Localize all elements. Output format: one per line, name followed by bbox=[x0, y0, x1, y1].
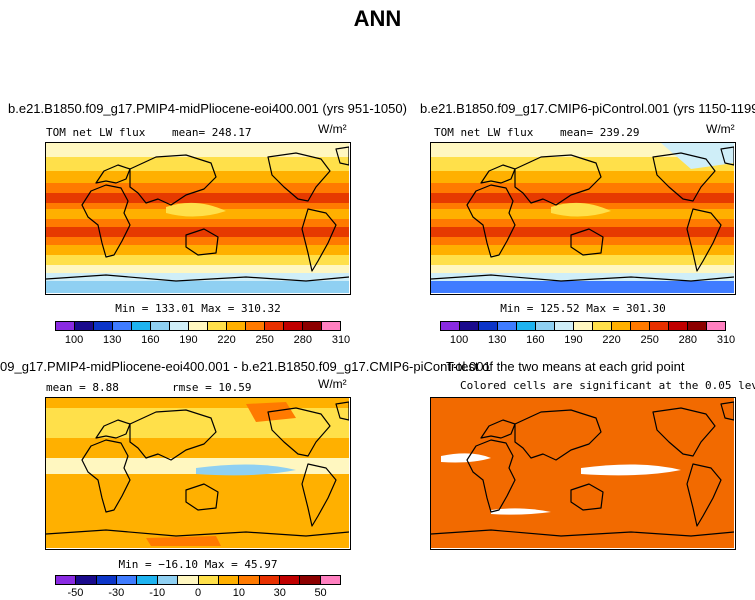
field-band bbox=[431, 157, 734, 171]
colorbar-tick-label: 160 bbox=[526, 334, 545, 346]
panel2-colorbar bbox=[440, 321, 726, 331]
field-band bbox=[431, 273, 734, 281]
colorbar-tick-label: -30 bbox=[108, 587, 125, 599]
colorbar-tick-label: 0 bbox=[194, 587, 202, 599]
colorbar-tick-label: 280 bbox=[293, 334, 313, 346]
panel2-variable: TOM net LW flux bbox=[434, 126, 534, 139]
field-band bbox=[46, 255, 349, 265]
colorbar-tick-label: 190 bbox=[179, 334, 198, 346]
panel4-subtitle: Colored cells are significant at the 0.0… bbox=[460, 379, 755, 392]
panel1-variable: TOM net LW flux bbox=[46, 126, 146, 139]
panel1-field bbox=[46, 143, 349, 293]
field-not-significant bbox=[441, 453, 491, 463]
colorbar-tick-label: 310 bbox=[716, 334, 736, 346]
field-cold-patch bbox=[661, 143, 734, 169]
field-band bbox=[46, 265, 349, 273]
coastlines bbox=[431, 401, 734, 537]
colorbar-tick-label: 250 bbox=[640, 334, 659, 346]
figure-title: ANN bbox=[353, 6, 402, 31]
field-band bbox=[46, 157, 349, 171]
panel2-units: W/m² bbox=[706, 122, 735, 136]
colorbar-tick-label: 280 bbox=[678, 334, 698, 346]
colorbar-tick-label: 160 bbox=[141, 334, 160, 346]
panel2-field bbox=[431, 143, 734, 293]
field-band bbox=[431, 227, 734, 237]
panel3-map bbox=[45, 397, 351, 550]
coastlines bbox=[431, 146, 734, 282]
panel4-field bbox=[431, 398, 734, 548]
panel1-title: b.e21.B1850.f09_g17.PMIP4-midPliocene-eo… bbox=[8, 101, 407, 116]
field-polar-north bbox=[431, 143, 734, 157]
panel4-title: T-test of the two means at each grid poi… bbox=[446, 359, 685, 374]
colorbar-tick-label: -10 bbox=[149, 587, 166, 599]
panel1-colorbar-labels: 100 130 160 190 220 250 280 310 bbox=[55, 334, 350, 348]
field-polar-south bbox=[46, 281, 349, 293]
panel1-colorbar bbox=[55, 321, 341, 331]
panel1-units: W/m² bbox=[318, 122, 347, 136]
colorbar-tick-label: 190 bbox=[564, 334, 583, 346]
field-band bbox=[46, 408, 349, 438]
colorbar-tick-label: 100 bbox=[449, 334, 469, 346]
field-warm-pool bbox=[551, 202, 611, 217]
colorbar-tick-label: 30 bbox=[273, 587, 286, 599]
panel3-rmse: rmse = 10.59 bbox=[172, 381, 252, 394]
panel2-mean: mean= 239.29 bbox=[560, 126, 640, 139]
panel3-colorbar bbox=[55, 575, 341, 585]
panel2-title: b.e21.B1850.f09_g17.CMIP6-piControl.001 … bbox=[420, 101, 755, 116]
field-band bbox=[46, 273, 349, 281]
panel3-mean: mean = 8.88 bbox=[46, 381, 119, 394]
field-polar-south-deep bbox=[431, 281, 734, 293]
panel4-map bbox=[430, 397, 736, 550]
colorbar-tick-label: 130 bbox=[488, 334, 507, 346]
colorbar-tick-label: 220 bbox=[217, 334, 236, 346]
panel3-title: 09_g17.PMIP4-midPliocene-eoi400.001 - b.… bbox=[0, 359, 491, 374]
panel2-map bbox=[430, 142, 736, 295]
field-polar-north bbox=[46, 143, 349, 157]
panel1-map bbox=[45, 142, 351, 295]
colorbar-tick-label: 50 bbox=[314, 587, 327, 599]
panel1-mean: mean= 248.17 bbox=[172, 126, 252, 139]
field-band bbox=[431, 193, 734, 203]
colorbar-tick-label: -50 bbox=[67, 587, 84, 599]
colorbar-tick-label: 100 bbox=[64, 334, 84, 346]
field-positive-patch bbox=[146, 536, 221, 546]
field-band bbox=[46, 193, 349, 203]
colorbar-tick-label: 250 bbox=[255, 334, 274, 346]
field-warm-pool bbox=[166, 202, 226, 217]
panel3-units: W/m² bbox=[318, 377, 347, 391]
field-not-significant bbox=[581, 464, 681, 476]
field-band bbox=[431, 265, 734, 273]
field-band bbox=[431, 255, 734, 265]
colorbar-tick-label: 310 bbox=[331, 334, 351, 346]
field-not-significant bbox=[491, 508, 551, 515]
coastlines bbox=[46, 401, 349, 537]
panel3-colorbar-labels: -50 -30 -10 0 10 30 50 bbox=[55, 587, 341, 600]
field-band bbox=[46, 227, 349, 237]
panel3-field bbox=[46, 398, 349, 548]
panel1-stats: Min = 133.01 Max = 310.32 bbox=[115, 302, 281, 315]
colorbar-tick-label: 130 bbox=[103, 334, 122, 346]
panel2-stats: Min = 125.52 Max = 301.30 bbox=[500, 302, 666, 315]
panel2-colorbar-labels: 100 130 160 190 220 250 280 310 bbox=[440, 334, 735, 348]
field-negative-band bbox=[196, 464, 296, 476]
colorbar-tick-label: 10 bbox=[232, 587, 245, 599]
coastlines bbox=[46, 146, 349, 282]
colorbar-tick-label: 220 bbox=[602, 334, 621, 346]
panel3-stats: Min = −16.10 Max = 45.97 bbox=[118, 558, 278, 571]
